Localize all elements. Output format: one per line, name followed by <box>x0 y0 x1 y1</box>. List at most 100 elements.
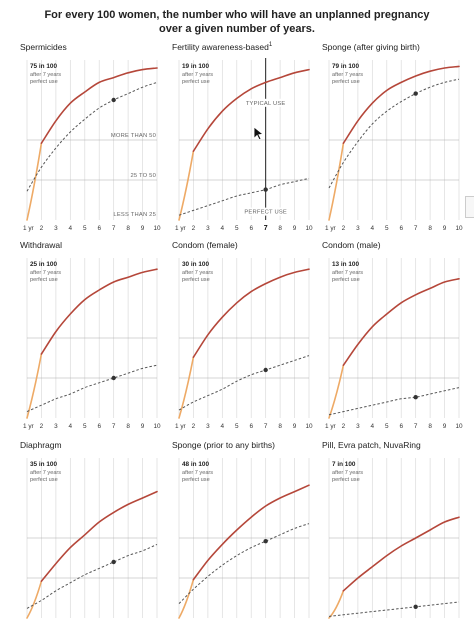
annotation-after-label: after 7 years <box>30 470 61 476</box>
perfect-use-point-year-7 <box>263 539 268 544</box>
annotation-perfect-label: perfect use <box>30 79 58 85</box>
rate-annotation: 75 in 100 <box>30 63 57 70</box>
annotation-after-label: after 7 years <box>182 470 213 476</box>
panel-diaphragm: Diaphragm 35 in 100 after 7 years perfect u… <box>20 440 160 640</box>
typical-use-first-year-line <box>328 590 345 619</box>
rate-annotation: 19 in 100 <box>182 63 209 70</box>
x-tick-label: 5 <box>235 225 239 232</box>
x-tick-label: 7 <box>264 423 268 430</box>
rate-annotation: 30 in 100 <box>182 261 209 268</box>
panel-condom-male: Condom (male) 13 in 100 after 7 years perfe… <box>322 240 463 440</box>
mouse-cursor-icon <box>253 126 264 141</box>
x-tick-label: 7 <box>414 225 418 232</box>
x-tick-label: 6 <box>399 225 403 232</box>
perfect-use-point-year-7 <box>413 91 418 96</box>
typical-use-first-year-line <box>26 580 43 619</box>
x-tick-label: 2 <box>40 225 44 232</box>
footnote-marker[interactable]: 1 <box>268 42 273 49</box>
panel-withdrawal: Withdrawal 25 in 100 after 7 years perfect … <box>20 240 161 440</box>
x-tick-label: 3 <box>206 423 210 430</box>
annotation-after-label: after 7 years <box>332 72 363 78</box>
x-tick-label: 8 <box>126 423 130 430</box>
x-tick-label: 4 <box>371 423 375 430</box>
typical-use-first-year-line <box>328 142 345 221</box>
perfect-use-point-year-7 <box>413 604 418 609</box>
perfect-use-line <box>178 355 310 411</box>
x-tick-label: 9 <box>443 225 447 232</box>
typical-use-line <box>192 268 310 358</box>
perfect-use-point-year-7 <box>111 97 116 103</box>
x-tick-label: 10 <box>153 225 161 232</box>
perfect-use-line <box>328 78 460 189</box>
typical-use-line <box>40 268 158 355</box>
x-tick-label: 5 <box>83 423 87 430</box>
perfect-use-line <box>26 543 158 609</box>
annotation-perfect-label: perfect use <box>332 477 360 483</box>
x-tick-label: 5 <box>385 225 389 232</box>
rate-annotation: 35 in 100 <box>30 461 57 468</box>
band-label-more-than-50: MORE THAN 50 <box>111 133 156 139</box>
headline-line-2: over a given number of years. <box>159 23 315 35</box>
x-tick-label: 10 <box>305 423 313 430</box>
x-tick-label: 4 <box>221 225 225 232</box>
x-tick-label: 2 <box>192 225 196 232</box>
x-tick-label: 7 <box>112 225 116 232</box>
x-tick-label: 1 yr <box>23 423 35 430</box>
band-label-25-to-50: 25 TO 50 <box>130 173 156 179</box>
x-tick-label: 1 yr <box>175 225 187 232</box>
annotation-after-label: after 7 years <box>182 72 213 78</box>
x-tick-label: 8 <box>126 225 130 232</box>
series-label-bg <box>243 98 288 107</box>
x-tick-label: 6 <box>97 225 101 232</box>
annotation-perfect-label: perfect use <box>182 79 210 85</box>
x-tick-label: 5 <box>235 423 239 430</box>
x-tick-label: 2 <box>342 225 346 232</box>
typical-use-first-year-line <box>178 578 195 619</box>
annotation-perfect-label: perfect use <box>182 277 210 283</box>
perfect-use-point-year-7 <box>111 559 116 565</box>
annotation-after-label: after 7 years <box>332 470 363 476</box>
panel-title: Fertility awareness-based1 <box>172 42 273 52</box>
typical-use-line <box>40 67 158 144</box>
perfect-use-line <box>178 523 310 604</box>
x-tick-label: 10 <box>153 423 161 430</box>
typical-use-first-year-line <box>26 353 43 419</box>
x-tick-label: 7 <box>414 423 418 430</box>
perfect-use-line <box>26 364 158 413</box>
panel-fertility-awareness-based: Fertility awareness-based1 19 in 100 after… <box>172 42 313 242</box>
annotation-perfect-label: perfect use <box>332 79 360 85</box>
rate-annotation: 13 in 100 <box>332 261 359 268</box>
rate-annotation: 79 in 100 <box>332 63 359 70</box>
x-tick-label: 7 <box>112 423 116 430</box>
typical-use-first-year-line <box>328 364 345 419</box>
annotation-after-label: after 7 years <box>332 270 363 276</box>
x-tick-label: 4 <box>69 423 73 430</box>
x-tick-label: 3 <box>206 225 210 232</box>
panel-title: Diaphragm <box>20 440 62 450</box>
annotation-perfect-label: perfect use <box>30 277 58 283</box>
x-tick-label: 2 <box>192 423 196 430</box>
panel-title: Sponge (prior to any births) <box>172 440 275 450</box>
x-tick-label: 6 <box>97 423 101 430</box>
x-tick-label: 6 <box>399 423 403 430</box>
x-tick-label: 4 <box>221 423 225 430</box>
x-tick-label: 10 <box>305 225 313 232</box>
x-tick-label: 3 <box>356 225 360 232</box>
headline: For every 100 women, the number who will… <box>0 8 474 36</box>
x-tick-label: 5 <box>385 423 389 430</box>
x-tick-label: 8 <box>428 225 432 232</box>
panel-spermicides: Spermicides 75 in 100 after 7 years perfect… <box>20 42 161 242</box>
x-tick-label: 3 <box>54 423 58 430</box>
typical-use-line <box>192 68 310 152</box>
x-tick-label: 8 <box>428 423 432 430</box>
side-scroll-tab[interactable] <box>465 196 474 218</box>
panel-title: Sponge (after giving birth) <box>322 42 420 52</box>
x-tick-label: 4 <box>371 225 375 232</box>
